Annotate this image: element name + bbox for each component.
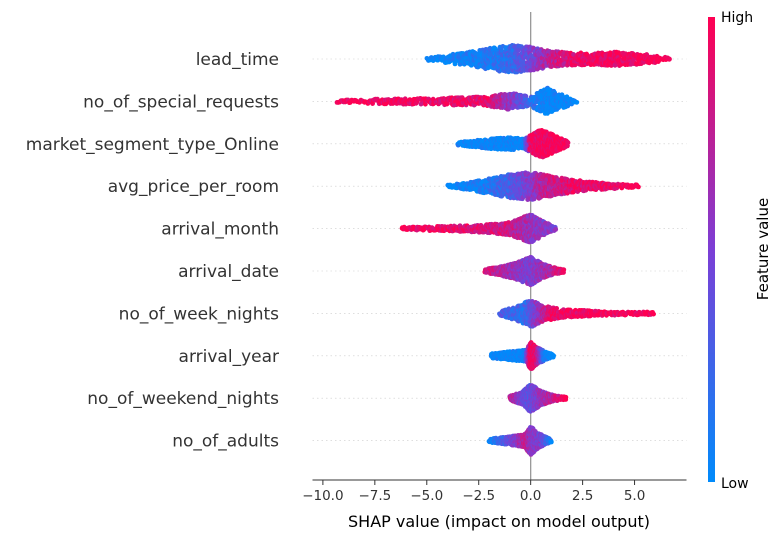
beeswarm-points [335,43,672,457]
shap-point [574,100,579,105]
feature-row-market_segment_type_Online [455,128,570,159]
shap-point [667,57,672,62]
shap-point [636,185,641,190]
shap-point [566,140,571,145]
feature-row-arrival_month [400,213,558,245]
feature-row-avg_price_per_room [445,170,640,202]
row-guide-lines [313,59,687,441]
feature-row-no_of_special_requests [335,86,580,116]
feature-row-arrival_date [482,255,566,287]
feature-row-lead_time [425,43,672,74]
shap-point [553,227,558,232]
